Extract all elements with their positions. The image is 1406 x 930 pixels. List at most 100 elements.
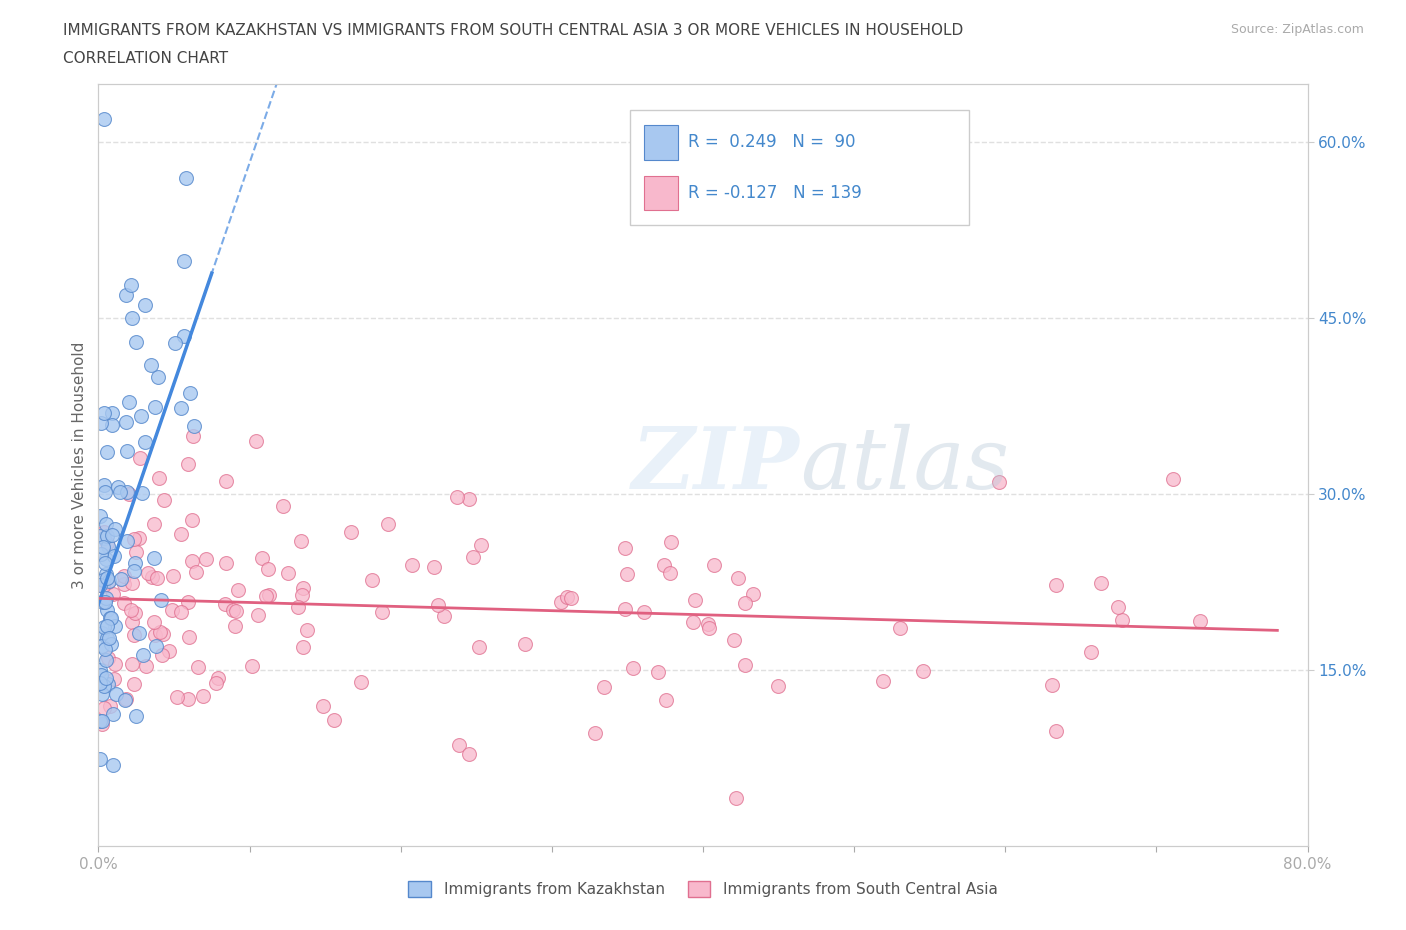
Point xyxy=(93,619,115,634)
Point xyxy=(121,657,143,671)
Point xyxy=(1107,599,1129,614)
Point xyxy=(470,538,492,552)
Point xyxy=(633,604,655,619)
Point xyxy=(93,525,115,540)
Point xyxy=(112,568,135,583)
Point xyxy=(181,428,204,443)
Point xyxy=(129,409,152,424)
Text: R =  0.249   N =  90: R = 0.249 N = 90 xyxy=(688,133,855,152)
Point xyxy=(291,588,314,603)
Point xyxy=(658,565,681,580)
Point xyxy=(141,569,163,584)
Point xyxy=(214,596,236,611)
Point xyxy=(647,665,669,680)
Point xyxy=(101,527,124,542)
Point xyxy=(90,714,112,729)
Point xyxy=(124,532,146,547)
Text: R = -0.127   N = 139: R = -0.127 N = 139 xyxy=(688,184,862,202)
Point xyxy=(89,528,111,543)
Point xyxy=(89,662,111,677)
Point xyxy=(194,551,217,566)
Point xyxy=(94,517,117,532)
Point xyxy=(124,676,146,691)
Point xyxy=(120,603,142,618)
Bar xyxy=(630,111,969,225)
Point xyxy=(122,564,145,578)
Point xyxy=(250,551,273,566)
Point xyxy=(734,595,756,610)
Bar xyxy=(644,126,678,160)
Point xyxy=(96,570,118,585)
Point xyxy=(616,566,638,581)
Point xyxy=(118,486,141,501)
Point xyxy=(725,790,748,805)
Point xyxy=(872,674,894,689)
Point xyxy=(162,569,184,584)
Point xyxy=(458,747,481,762)
Point xyxy=(560,591,582,605)
Point xyxy=(101,418,124,432)
Point xyxy=(170,604,193,619)
Point xyxy=(254,589,277,604)
Point xyxy=(97,538,120,553)
Point xyxy=(91,594,114,609)
Point xyxy=(555,590,578,604)
Point xyxy=(205,675,228,690)
Point xyxy=(433,609,456,624)
Point xyxy=(427,598,450,613)
Point xyxy=(652,558,675,573)
Point xyxy=(128,625,150,640)
Point xyxy=(103,757,125,772)
Point xyxy=(114,693,136,708)
Point xyxy=(91,639,114,654)
Point xyxy=(121,615,143,630)
Point xyxy=(1111,613,1133,628)
Point xyxy=(682,615,704,630)
Point xyxy=(889,621,911,636)
Point xyxy=(1045,578,1067,592)
Point xyxy=(97,574,120,589)
Point xyxy=(143,615,166,630)
Point xyxy=(112,596,135,611)
Point xyxy=(93,478,115,493)
Point xyxy=(149,625,172,640)
Point xyxy=(181,554,204,569)
Point xyxy=(103,549,125,564)
Point xyxy=(93,112,115,126)
Point xyxy=(120,278,142,293)
Text: Source: ZipAtlas.com: Source: ZipAtlas.com xyxy=(1230,23,1364,36)
Point xyxy=(163,336,186,351)
Point xyxy=(181,512,204,527)
Point xyxy=(89,578,111,592)
Point xyxy=(117,485,139,499)
Point xyxy=(94,567,117,582)
Point xyxy=(148,471,170,485)
Point xyxy=(91,539,114,554)
Point xyxy=(94,642,117,657)
Point xyxy=(295,623,318,638)
Point xyxy=(225,604,247,618)
Point xyxy=(177,457,200,472)
Point xyxy=(697,617,720,631)
Point xyxy=(360,573,382,588)
Point xyxy=(423,560,446,575)
Point xyxy=(93,701,115,716)
Point xyxy=(96,618,118,633)
Point xyxy=(350,675,373,690)
Point xyxy=(191,688,214,703)
Point xyxy=(377,516,399,531)
Point xyxy=(112,577,135,591)
Point xyxy=(685,592,707,607)
Point xyxy=(214,473,236,488)
Point xyxy=(742,586,765,601)
Point xyxy=(224,618,246,633)
Point xyxy=(100,636,122,651)
Point xyxy=(371,604,394,619)
Point xyxy=(174,170,197,185)
Point xyxy=(152,648,174,663)
Point xyxy=(292,640,315,655)
Point xyxy=(1188,614,1211,629)
Point xyxy=(110,485,132,499)
Point xyxy=(96,602,118,617)
Point xyxy=(90,546,112,561)
